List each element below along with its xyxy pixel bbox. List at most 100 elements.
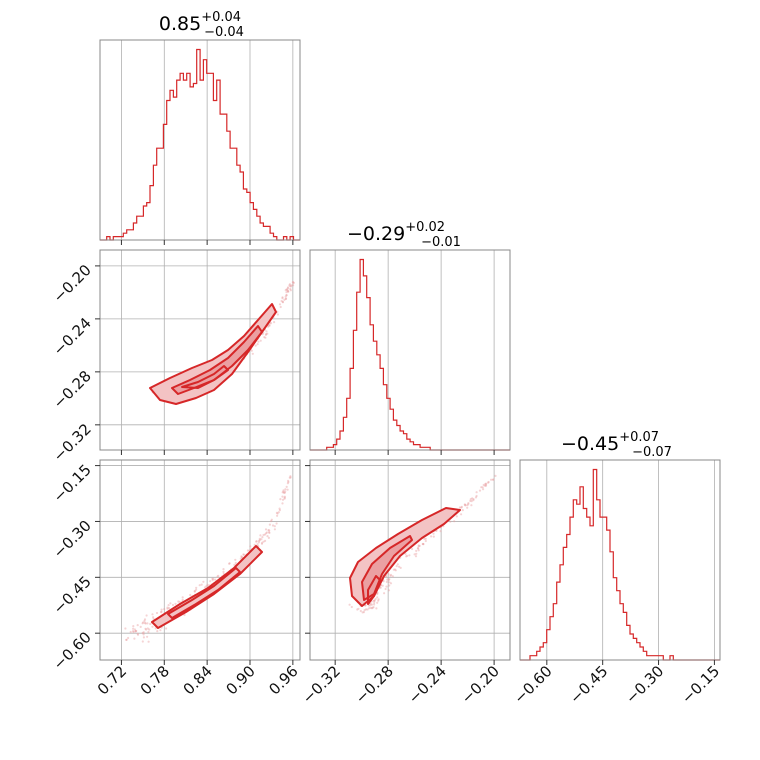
scatter-point (251, 352, 254, 355)
scatter-point (290, 284, 293, 287)
scatter-point (482, 483, 485, 487)
scatter-point (263, 336, 266, 339)
scatter-point (142, 633, 145, 636)
scatter-point (250, 349, 253, 352)
scatter-point (280, 299, 283, 303)
scatter-point (406, 554, 409, 558)
scatter-point (132, 625, 135, 628)
x-tick-label: −0.45 (566, 662, 611, 707)
scatter-point (276, 512, 279, 515)
scatter-point (368, 607, 371, 610)
scatter-point (356, 608, 359, 611)
scatter-point (376, 591, 379, 595)
scatter-point (289, 475, 292, 478)
scatter-point (405, 555, 408, 558)
title-param2-value: −0.45 (561, 433, 619, 455)
scatter-point (265, 532, 268, 535)
x-tick-label: −0.32 (299, 662, 344, 707)
scatter-point (285, 288, 288, 291)
scatter-point (385, 580, 388, 584)
scatter-point (146, 635, 149, 638)
scatter-point (408, 554, 411, 557)
scatter-point (379, 586, 382, 589)
scatter-point (211, 579, 214, 582)
scatter-point (417, 544, 420, 547)
scatter-point (492, 478, 495, 481)
scatter-point (422, 542, 425, 546)
scatter-point (292, 284, 295, 287)
scatter-point (177, 600, 180, 603)
scatter-point (285, 485, 288, 488)
scatter-point (202, 580, 205, 583)
scatter-point (145, 628, 148, 631)
scatter-point (287, 480, 290, 484)
scatter-point (291, 281, 294, 284)
scatter-point (286, 286, 290, 289)
scatter-point (155, 611, 159, 615)
scatter-point (200, 583, 203, 586)
x-tick-label: 0.90 (222, 662, 258, 698)
scatter-point (288, 283, 291, 286)
scatter-point (475, 491, 478, 494)
scatter-point (472, 498, 475, 501)
scatter-point (460, 505, 463, 508)
scatter-point (268, 323, 271, 326)
scatter-point (258, 539, 261, 542)
x-tick-label: −0.60 (510, 662, 555, 707)
scatter-point (381, 584, 384, 587)
scatter-point (268, 531, 271, 535)
scatter-point (143, 618, 147, 621)
scatter-point (474, 496, 478, 499)
scatter-point (285, 291, 288, 294)
panel-frame (99, 39, 301, 241)
scatter-point (273, 321, 276, 324)
scatter-point (384, 587, 387, 591)
scatter-point (287, 479, 290, 482)
scatter-point (277, 511, 280, 514)
scatter-point (195, 586, 198, 589)
panel-scatter-param0-param1: −0.32 −0.28 −0.24 −0.20 (50, 249, 301, 465)
scatter-point (373, 599, 376, 602)
scatter-point (279, 498, 282, 501)
scatter-point (372, 599, 375, 603)
scatter-point (389, 574, 392, 577)
scatter-point (209, 580, 212, 583)
scatter-point (376, 596, 379, 599)
scatter-point (206, 583, 209, 586)
histogram-param2 (520, 468, 720, 661)
scatter-point (387, 578, 390, 582)
scatter-point (290, 285, 293, 288)
scatter-point (171, 603, 175, 607)
contour-line-core (367, 575, 381, 605)
scatter-point (141, 631, 144, 635)
scatter-point (267, 536, 270, 540)
scatter-point (275, 511, 278, 514)
scatter-points-param0-param2 (124, 475, 292, 643)
scatter-point (470, 500, 473, 503)
contour-fill-inner (362, 536, 412, 600)
title-param2-plus: +0.07 (619, 430, 659, 445)
scatter-point (359, 609, 362, 613)
scatter-point (249, 545, 252, 548)
scatter-point (392, 568, 395, 571)
scatter-point (487, 480, 490, 484)
scatter-point (288, 476, 291, 479)
scatter-point (279, 305, 282, 309)
scatter-point (384, 575, 388, 578)
scatter-point (160, 610, 163, 613)
scatter-point (370, 603, 374, 606)
scatter-point (373, 603, 376, 606)
scatter-point (289, 285, 292, 288)
scatter-point (222, 570, 225, 574)
scatter-point (449, 520, 452, 523)
scatter-point (193, 590, 196, 593)
scatter-point (146, 622, 149, 625)
scatter-point (258, 537, 261, 540)
scatter-point (388, 578, 391, 581)
panel-frame (309, 249, 511, 451)
scatter-point (240, 555, 243, 558)
scatter-point (487, 481, 490, 484)
scatter-point (283, 298, 286, 301)
scatter-point (276, 514, 279, 517)
scatter-point (283, 491, 286, 494)
